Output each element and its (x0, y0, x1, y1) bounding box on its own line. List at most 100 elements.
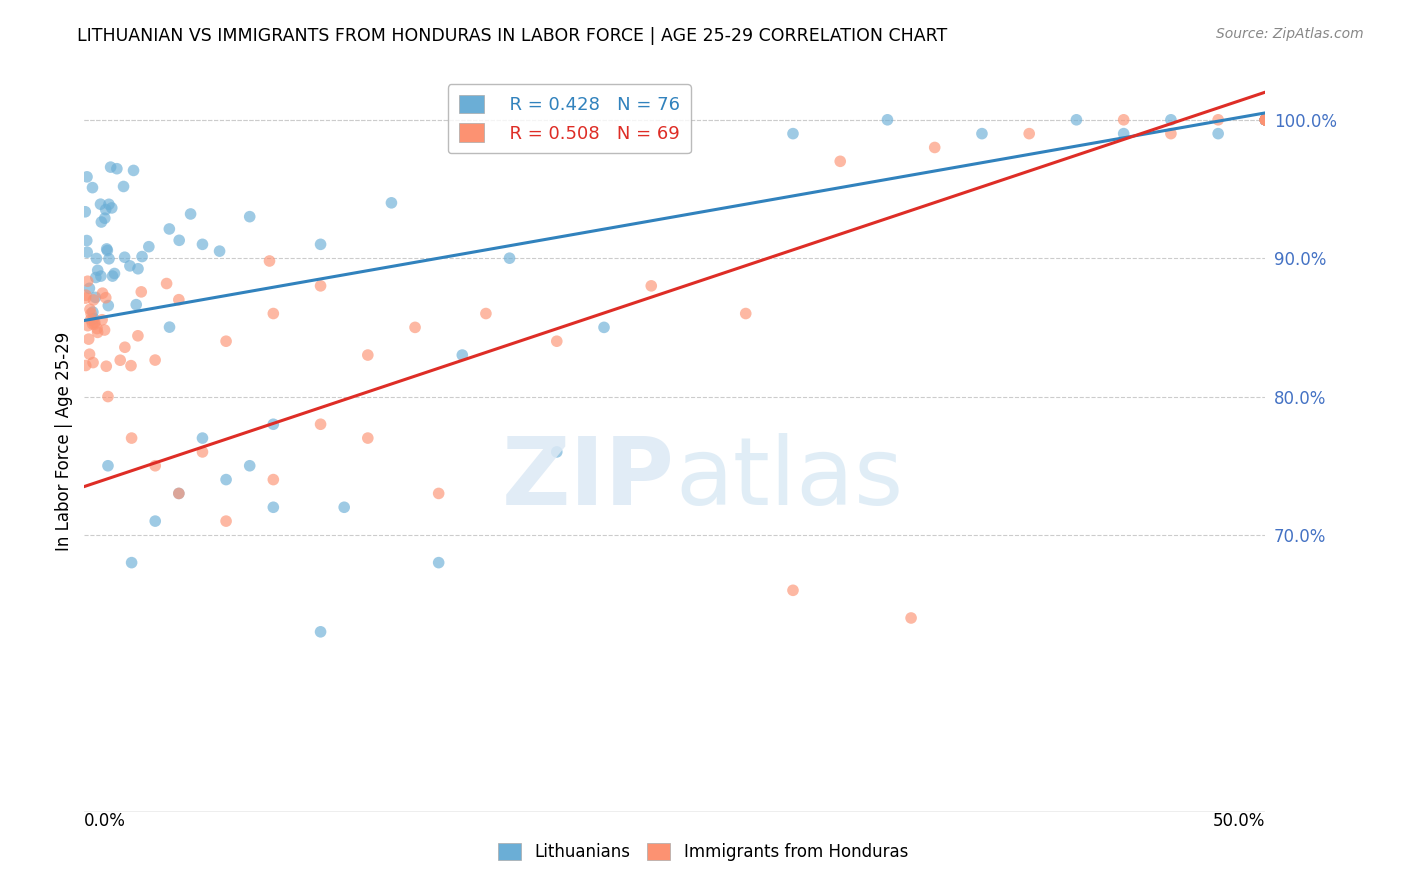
Point (83, 311, 105, 326)
Point (215, 473, 238, 487)
Point (167, 486, 190, 500)
Point (143, 353, 166, 368)
Point (77, 332, 100, 346)
Point (80, 312, 103, 326)
Point (98, 252, 121, 266)
Text: Source: ZipAtlas.com: Source: ZipAtlas.com (1216, 27, 1364, 41)
Point (75, 359, 97, 373)
Point (76, 234, 98, 248)
Point (239, 458, 262, 473)
Point (1018, 127, 1040, 141)
Point (191, 237, 214, 252)
Point (167, 233, 190, 247)
Point (82, 293, 104, 307)
Point (100, 201, 122, 215)
Point (127, 328, 149, 343)
Point (1206, 127, 1229, 141)
Point (86, 263, 108, 277)
Point (215, 514, 238, 528)
Point (262, 306, 284, 320)
Point (498, 251, 520, 265)
Point (94, 202, 117, 217)
Point (1254, 112, 1277, 127)
Point (357, 348, 380, 362)
Point (143, 514, 166, 528)
Point (262, 473, 284, 487)
Point (97, 299, 120, 313)
Point (309, 278, 332, 293)
Point (546, 334, 568, 349)
Legend:   R = 0.428   N = 76,   R = 0.508   N = 69: R = 0.428 N = 76, R = 0.508 N = 69 (447, 84, 692, 153)
Point (262, 417, 284, 432)
Point (876, 112, 898, 127)
Point (333, 500, 356, 515)
Point (82, 317, 104, 331)
Point (734, 306, 756, 320)
Point (830, 154, 852, 169)
Point (76, 245, 98, 260)
Point (103, 267, 125, 281)
Y-axis label: In Labor Force | Age 25-29: In Labor Force | Age 25-29 (55, 332, 73, 551)
Point (94, 211, 117, 226)
Point (82, 355, 104, 369)
Point (122, 163, 145, 178)
Point (84, 290, 107, 304)
Text: LITHUANIAN VS IMMIGRANTS FROM HONDURAS IN LABOR FORCE | AGE 25-29 CORRELATION CH: LITHUANIAN VS IMMIGRANTS FROM HONDURAS I… (77, 27, 948, 45)
Point (380, 195, 402, 210)
Point (167, 486, 190, 500)
Point (120, 359, 142, 373)
Point (1254, 112, 1277, 127)
Point (90, 215, 112, 229)
Point (924, 140, 946, 154)
Text: ZIP: ZIP (502, 433, 675, 524)
Point (96, 244, 118, 258)
Point (1066, 112, 1088, 127)
Point (157, 222, 180, 236)
Point (114, 340, 136, 354)
Point (1254, 112, 1277, 127)
Point (83, 315, 105, 329)
Point (105, 161, 128, 176)
Point (180, 207, 202, 221)
Point (76, 169, 98, 184)
Point (782, 127, 804, 141)
Point (90, 269, 112, 284)
Point (215, 334, 238, 349)
Point (94, 291, 117, 305)
Point (110, 353, 132, 368)
Legend: Lithuanians, Immigrants from Honduras: Lithuanians, Immigrants from Honduras (491, 836, 915, 868)
Point (91, 312, 114, 326)
Point (75, 291, 97, 305)
Point (121, 431, 143, 445)
Point (96, 242, 118, 256)
Point (900, 611, 922, 625)
Point (404, 320, 426, 334)
Point (97, 197, 120, 211)
Point (101, 269, 124, 284)
Point (86, 252, 108, 266)
Point (640, 278, 662, 293)
Point (1112, 112, 1135, 127)
Point (79, 347, 101, 361)
Point (1254, 112, 1277, 127)
Point (1254, 112, 1277, 127)
Point (191, 445, 214, 459)
Point (100, 160, 122, 174)
Point (75, 204, 97, 219)
Point (427, 486, 450, 500)
Point (93, 323, 115, 337)
Point (159, 320, 181, 334)
Point (1254, 112, 1277, 127)
Point (262, 500, 284, 515)
Point (83, 318, 105, 332)
Point (82, 180, 104, 194)
Point (451, 348, 474, 362)
Point (357, 431, 380, 445)
Point (1112, 127, 1135, 141)
Point (96, 359, 118, 374)
Point (97, 390, 120, 404)
Point (86, 321, 108, 335)
Point (309, 237, 332, 252)
Point (1254, 112, 1277, 127)
Point (79, 281, 101, 295)
